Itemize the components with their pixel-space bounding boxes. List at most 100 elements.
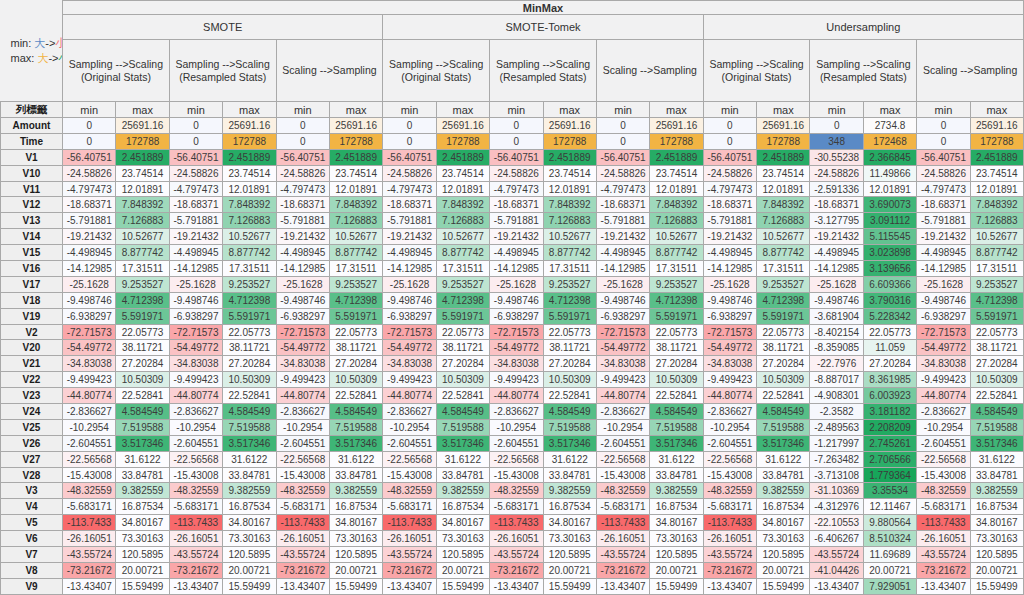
min-value-cell[interactable]: -24.58826 [810, 165, 863, 181]
max-value-cell[interactable]: 16.87534 [223, 499, 276, 515]
group-header-smote-tomek[interactable]: SMOTE-Tomek [383, 15, 703, 40]
max-value-cell[interactable]: 7.519588 [116, 419, 169, 435]
row-label[interactable]: V27 [1, 451, 63, 467]
max-value-cell[interactable]: 9.382559 [223, 483, 276, 499]
min-value-cell[interactable]: -43.55724 [276, 547, 329, 563]
min-value-cell[interactable]: -56.40751 [169, 149, 222, 165]
max-value-cell[interactable]: 12.01891 [329, 181, 382, 197]
max-value-cell[interactable]: 172468 [863, 133, 916, 149]
min-value-cell[interactable]: -44.80774 [276, 388, 329, 404]
min-value-cell[interactable]: -72.71573 [490, 324, 543, 340]
max-value-cell[interactable]: 22.05773 [223, 324, 276, 340]
max-value-cell[interactable]: 73.30163 [543, 531, 596, 547]
min-value-cell[interactable]: -8.359085 [810, 340, 863, 356]
min-value-cell[interactable]: -25.1628 [169, 276, 222, 292]
max-value-cell[interactable]: 5.591971 [757, 308, 810, 324]
min-column-header[interactable]: min [490, 102, 543, 118]
max-value-cell[interactable]: 20.00721 [650, 562, 703, 578]
max-value-cell[interactable]: 12.01891 [757, 181, 810, 197]
min-value-cell[interactable]: -6.938297 [383, 308, 436, 324]
min-value-cell[interactable]: -72.71573 [63, 324, 116, 340]
min-value-cell[interactable]: 0 [383, 118, 436, 134]
max-value-cell[interactable]: 22.52841 [543, 388, 596, 404]
min-value-cell[interactable]: -18.68371 [810, 197, 863, 213]
min-value-cell[interactable]: -4.908301 [810, 388, 863, 404]
max-value-cell[interactable]: 11.059 [863, 340, 916, 356]
max-value-cell[interactable]: 10.52677 [329, 229, 382, 245]
max-value-cell[interactable]: 3.517346 [329, 435, 382, 451]
min-value-cell[interactable]: -24.58826 [169, 165, 222, 181]
min-value-cell[interactable]: -2.604551 [703, 435, 756, 451]
max-value-cell[interactable]: 31.6122 [543, 451, 596, 467]
max-value-cell[interactable]: 12.01891 [970, 181, 1023, 197]
min-value-cell[interactable]: -34.83038 [383, 356, 436, 372]
max-value-cell[interactable]: 5.591971 [650, 308, 703, 324]
min-value-cell[interactable]: -2.836627 [703, 404, 756, 420]
min-value-cell[interactable]: -19.21432 [276, 229, 329, 245]
max-value-cell[interactable]: 23.74514 [223, 165, 276, 181]
row-label[interactable]: V15 [1, 245, 63, 261]
min-value-cell[interactable]: -24.58826 [490, 165, 543, 181]
min-value-cell[interactable]: -25.1628 [63, 276, 116, 292]
max-value-cell[interactable]: 25691.16 [116, 118, 169, 134]
max-value-cell[interactable]: 9.253527 [650, 276, 703, 292]
min-value-cell[interactable]: -13.43407 [63, 578, 116, 594]
min-value-cell[interactable]: -4.498945 [810, 245, 863, 261]
max-value-cell[interactable]: 15.59499 [329, 578, 382, 594]
row-label[interactable]: V6 [1, 531, 63, 547]
row-label[interactable]: V24 [1, 404, 63, 420]
max-value-cell[interactable]: 11.49866 [863, 165, 916, 181]
max-value-cell[interactable]: 23.74514 [650, 165, 703, 181]
min-value-cell[interactable]: -54.49772 [596, 340, 649, 356]
min-value-cell[interactable]: -48.32559 [917, 483, 970, 499]
min-value-cell[interactable]: -6.938297 [276, 308, 329, 324]
max-value-cell[interactable]: 7.848392 [116, 197, 169, 213]
min-value-cell[interactable]: -2.836627 [383, 404, 436, 420]
max-value-cell[interactable]: 4.584549 [223, 404, 276, 420]
min-value-cell[interactable]: -4.797473 [596, 181, 649, 197]
max-value-cell[interactable]: 10.52677 [757, 229, 810, 245]
row-label-header[interactable]: 列標籤 [1, 102, 63, 118]
min-value-cell[interactable]: -14.12985 [596, 261, 649, 277]
min-value-cell[interactable]: -43.55724 [169, 547, 222, 563]
min-value-cell[interactable]: -15.43008 [596, 467, 649, 483]
min-value-cell[interactable]: 0 [703, 133, 756, 149]
max-value-cell[interactable]: 25691.16 [757, 118, 810, 134]
max-value-cell[interactable]: 172788 [650, 133, 703, 149]
max-value-cell[interactable]: 7.126883 [436, 213, 489, 229]
min-value-cell[interactable]: -24.58826 [63, 165, 116, 181]
subgroup-header[interactable]: Sampling -->Scaling (Resampled Stats) [169, 40, 276, 102]
min-value-cell[interactable]: -9.499423 [917, 372, 970, 388]
max-value-cell[interactable]: 10.50309 [543, 372, 596, 388]
min-value-cell[interactable]: -4.797473 [169, 181, 222, 197]
min-value-cell[interactable]: -34.83038 [596, 356, 649, 372]
min-value-cell[interactable]: -4.498945 [917, 245, 970, 261]
max-value-cell[interactable]: 10.52677 [223, 229, 276, 245]
max-value-cell[interactable]: 5.228342 [863, 308, 916, 324]
min-value-cell[interactable]: -9.499423 [703, 372, 756, 388]
min-value-cell[interactable]: 0 [169, 133, 222, 149]
min-value-cell[interactable]: -13.43407 [490, 578, 543, 594]
max-value-cell[interactable]: 20.00721 [436, 562, 489, 578]
max-value-cell[interactable]: 23.74514 [329, 165, 382, 181]
min-value-cell[interactable]: -13.43407 [917, 578, 970, 594]
min-value-cell[interactable]: -3.127795 [810, 213, 863, 229]
max-value-cell[interactable]: 2.451889 [436, 149, 489, 165]
min-value-cell[interactable]: -13.43407 [703, 578, 756, 594]
min-value-cell[interactable]: 0 [490, 133, 543, 149]
max-value-cell[interactable]: 7.519588 [436, 419, 489, 435]
min-value-cell[interactable]: -43.55724 [917, 547, 970, 563]
max-value-cell[interactable]: 12.01891 [863, 181, 916, 197]
max-value-cell[interactable]: 9.382559 [757, 483, 810, 499]
max-value-cell[interactable]: 7.519588 [757, 419, 810, 435]
min-value-cell[interactable]: -26.16051 [596, 531, 649, 547]
min-value-cell[interactable]: -56.40751 [596, 149, 649, 165]
max-value-cell[interactable]: 34.80167 [223, 515, 276, 531]
min-value-cell[interactable]: -5.683171 [490, 499, 543, 515]
max-value-cell[interactable]: 7.848392 [329, 197, 382, 213]
max-value-cell[interactable]: 10.52677 [650, 229, 703, 245]
max-value-cell[interactable]: 2.451889 [223, 149, 276, 165]
subgroup-header[interactable]: Sampling -->Scaling (Original Stats) [703, 40, 810, 102]
max-value-cell[interactable]: 7.519588 [543, 419, 596, 435]
max-value-cell[interactable]: 17.31511 [329, 261, 382, 277]
